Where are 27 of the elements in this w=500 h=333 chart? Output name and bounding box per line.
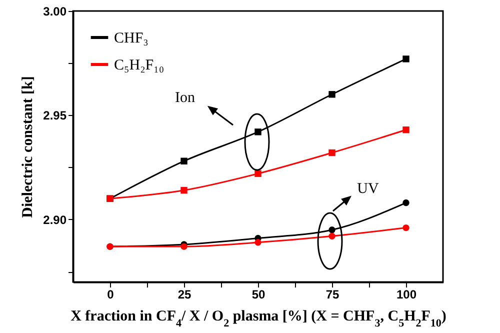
- point: [180, 158, 188, 164]
- point: [328, 232, 336, 240]
- point: [402, 56, 410, 62]
- y-tick-label: 2.90: [43, 212, 67, 227]
- x-tick-label: 75: [326, 288, 340, 302]
- point: [402, 224, 410, 232]
- x-tick-label: 25: [178, 288, 192, 302]
- point: [254, 239, 262, 246]
- point: [328, 149, 336, 156]
- point: [328, 226, 336, 234]
- point: [254, 170, 262, 177]
- point: [402, 126, 410, 134]
- point: [254, 128, 262, 136]
- point: [402, 199, 410, 206]
- x-tick-label: 50: [252, 288, 266, 302]
- legend-label: CHF₃: [114, 30, 148, 46]
- legend-label: C₅H₂F₁₀: [114, 58, 164, 74]
- point: [328, 91, 336, 98]
- annotation: UV: [357, 181, 379, 197]
- y-axis-title: Dielectric constant [k]: [20, 76, 36, 218]
- x-tick-label: 0: [107, 288, 114, 302]
- point: [180, 186, 188, 194]
- x-tick-label: 100: [396, 288, 417, 302]
- y-tick-label: 2.95: [43, 108, 67, 123]
- text: X fraction in CF$_{4}$/ X / O$_{2}$ plasma [%] (X = CHF$_{3}$, C$_{5}$H$_{2}$F$_{10}$): [70, 308, 446, 330]
- annotation: Ion: [175, 90, 196, 106]
- y-tick-label: 3.00: [43, 4, 67, 18]
